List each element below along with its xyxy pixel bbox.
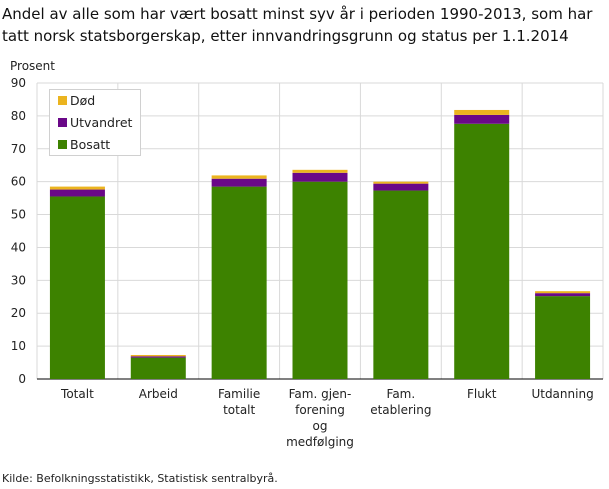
bar-død [373,181,429,184]
legend-label: Bosatt [70,137,110,152]
legend-swatch [58,96,67,105]
x-tick-label: Arbeid [139,387,178,401]
bar-død [535,291,591,294]
bar-bosatt [130,357,186,379]
bar-bosatt [373,190,429,379]
y-tick-label: 0 [18,372,26,386]
bar-død [49,186,105,190]
bar-utvandret [130,356,186,358]
legend-swatch [58,140,67,149]
x-tick-label: Totalt [60,387,94,401]
bar-bosatt [49,196,105,379]
bar-død [130,354,186,357]
x-tick-label: Utdanning [531,387,593,401]
bar-død [211,175,267,179]
x-tick-label: Familie [218,387,260,401]
y-tick-label: 90 [11,76,26,90]
x-tick-label: Fam. gjen- [289,387,352,401]
y-tick-label: 80 [11,109,26,123]
x-tick-label: og [313,419,328,433]
bar-utvandret [454,114,510,124]
y-tick-label: 70 [11,142,26,156]
bar-bosatt [454,123,510,379]
x-tick-label: forening [295,403,345,417]
y-tick-label: 10 [11,339,26,353]
bar-død [454,109,510,115]
bar-utvandret [535,293,591,297]
y-tick-label: 40 [11,240,26,254]
source-note: Kilde: Befolkningsstatistikk, Statistisk… [2,472,278,485]
bar-utvandret [292,172,348,182]
y-axis-label: Prosent [10,59,55,73]
x-tick-label: Fam. [387,387,416,401]
bar-bosatt [211,186,267,379]
y-tick-label: 60 [11,175,26,189]
x-tick-label: Flukt [467,387,497,401]
bar-bosatt [535,296,591,379]
bar-utvandret [211,178,267,187]
bar-utvandret [49,189,105,197]
y-tick-label: 30 [11,273,26,287]
chart-title: Andel av alle som har vært bosatt minst … [2,5,593,45]
legend-label: Utvandret [70,115,133,130]
x-tick-label: medfølging [286,435,354,449]
legend-label: Død [70,93,95,108]
bar-bosatt [292,181,348,379]
x-tick-label: totalt [223,403,255,417]
legend-swatch [58,118,67,127]
y-tick-label: 20 [11,306,26,320]
y-tick-label: 50 [11,208,26,222]
bar-utvandret [373,183,429,191]
x-tick-label: etablering [370,403,431,417]
bar-død [292,169,348,173]
